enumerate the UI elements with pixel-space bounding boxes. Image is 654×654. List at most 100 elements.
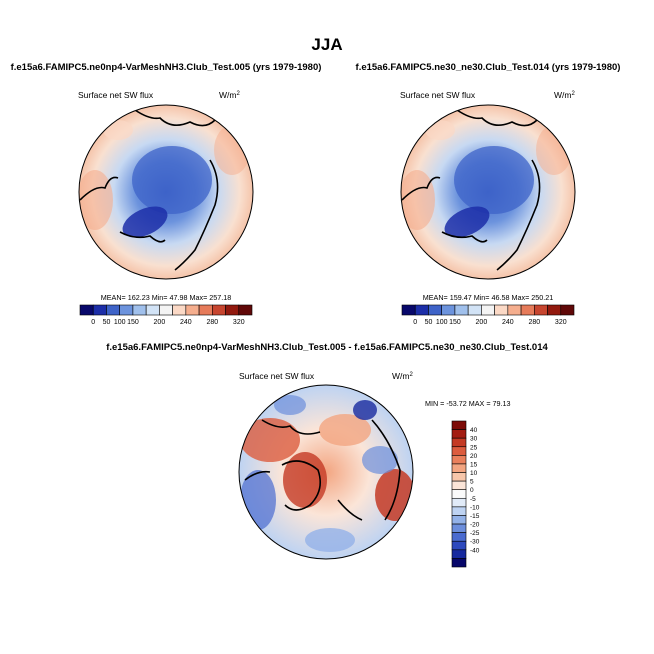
panel-diff-map — [239, 385, 413, 559]
panel-right-colorbar-box — [467, 304, 482, 316]
panel-left-colorbar-tick-label: 150 — [127, 319, 139, 326]
panel-diff-colorbar-box — [451, 480, 467, 491]
panel-right-map — [401, 105, 575, 279]
panel-diff-colorbar-tick-label: 5 — [470, 479, 474, 486]
panel-left-colorbar-box — [212, 304, 226, 316]
panel-diff-colorbar-box — [451, 463, 467, 473]
panel-left-colorbar-tick-label: 320 — [233, 319, 245, 326]
panel-left-colorbar-tick-label: 100 — [114, 319, 126, 326]
panel-right-colorbar-box — [428, 304, 442, 316]
panel-diff-colorbar-tick-label: -30 — [470, 539, 480, 546]
panel-left-colorbar-box — [172, 304, 187, 316]
panel-left-map — [79, 105, 253, 279]
panel-diff-colorbar-tick-label: 0 — [470, 487, 474, 494]
panel-left-colorbar-box — [225, 304, 240, 316]
panel-left-colorbar-box — [145, 304, 160, 316]
panel-diff-colorbar-tick-label: -5 — [470, 496, 476, 503]
panel-diff-map-border — [238, 384, 414, 560]
panel-diff-colorbar-tick-label: 25 — [470, 444, 478, 451]
panel-diff-colorbar-tick-label: -40 — [470, 547, 480, 554]
panel-diff-units: W/m2 — [392, 371, 413, 381]
panel-diff-colorbar-box — [451, 455, 467, 465]
panel-right-colorbar-tick-label: 280 — [528, 319, 540, 326]
panel-left-colorbar-box — [92, 304, 107, 316]
panel-right-colorbar-box — [414, 304, 429, 316]
panel-right-variable: Surface net SW flux — [400, 90, 476, 100]
panel-left-colorbar-tick-label: 240 — [180, 319, 192, 326]
panel-diff-colorbar-tick-label: -25 — [470, 530, 480, 537]
panel-right-title: f.e15a6.FAMIPC5.ne30_ne30.Club_Test.014 … — [356, 62, 621, 73]
panel-diff-colorbar-box — [451, 429, 467, 439]
panel-right-colorbar-tick-label: 0 — [413, 319, 417, 326]
panel-diff-colorbar-box — [451, 472, 467, 482]
panel-left-colorbar: 0 50 100 150 200 240 280 320 — [79, 304, 253, 326]
panel-right-colorbar-tick-label: 100 — [436, 319, 448, 326]
panel-right-colorbar-box — [507, 304, 522, 316]
panel-diff-colorbar-tick-label: -10 — [470, 504, 480, 511]
panel-diff-title: f.e15a6.FAMIPC5.ne0np4-VarMeshNH3.Club_T… — [106, 342, 548, 353]
panel-left-colorbar-box — [198, 304, 213, 316]
panel-right-colorbar-box — [534, 304, 548, 316]
panel-diff-colorbar-tick-label: 10 — [470, 470, 478, 477]
panel-diff-colorbar-box — [451, 506, 467, 516]
panel-left: f.e15a6.FAMIPC5.ne0np4-VarMeshNH3.Club_T… — [11, 62, 322, 326]
panel-left-colorbar-tick-label: 200 — [154, 319, 166, 326]
figure-title: JJA — [311, 35, 342, 54]
panel-diff-colorbar-box — [451, 558, 467, 568]
panel-diff-colorbar-box — [451, 540, 467, 551]
panel-right-colorbar-tick-label: 50 — [425, 319, 433, 326]
panel-right-colorbar-box — [454, 304, 469, 316]
panel-right-colorbar-box — [494, 304, 509, 316]
panel-right-colorbar-box — [441, 304, 456, 316]
panel-diff-colorbar-box — [451, 446, 467, 456]
panel-diff-colorbar-box — [451, 420, 467, 430]
panel-left-colorbar-box — [119, 304, 134, 316]
panel-right-colorbar-box — [547, 304, 562, 316]
panel-left-units: W/m2 — [219, 90, 240, 100]
panel-right-colorbar: 0 50 100 150 200 240 280 320 — [401, 304, 575, 326]
panel-diff-stats: MIN = -53.72 MAX = 79.13 — [425, 399, 511, 408]
panel-diff: f.e15a6.FAMIPC5.ne0np4-VarMeshNH3.Club_T… — [106, 342, 549, 568]
panel-diff-colorbar-tick-label: 15 — [470, 461, 478, 468]
panel-right-colorbar-tick-label: 320 — [555, 319, 567, 326]
panel-left-colorbar-box — [132, 304, 147, 316]
panel-right-colorbar-box — [560, 304, 575, 316]
panel-left-colorbar-tick-label: 0 — [91, 319, 95, 326]
panel-diff-colorbar-tick-label: 40 — [470, 427, 478, 434]
panel-right-colorbar-tick-label: 200 — [476, 319, 488, 326]
panel-diff-colorbar-tick-label: 30 — [470, 436, 478, 443]
panel-diff-colorbar-tick-label: -20 — [470, 522, 480, 529]
panel-right-units: W/m2 — [554, 90, 575, 100]
panel-diff-colorbar-box — [451, 523, 467, 533]
panel-right-stats: MEAN= 159.47 Min= 46.58 Max= 250.21 — [423, 293, 554, 302]
panel-left-colorbar-tick-label: 280 — [206, 319, 218, 326]
panel-left-colorbar-box — [238, 304, 253, 316]
panel-diff-colorbar-box — [451, 497, 467, 508]
panel-right-colorbar-box — [481, 304, 495, 316]
panel-left-colorbar-box — [185, 304, 200, 316]
panel-diff-colorbar-box — [451, 549, 467, 559]
panel-right-colorbar-tick-label: 240 — [502, 319, 514, 326]
panel-left-stats: MEAN= 162.23 Min= 47.98 Max= 257.18 — [101, 293, 232, 302]
panel-diff-colorbar-tick-label: 20 — [470, 453, 478, 460]
panel-right-map-border — [400, 104, 576, 280]
panel-diff-colorbar-box — [451, 515, 467, 525]
panel-diff-colorbar-tick-label: -15 — [470, 513, 480, 520]
panel-right: f.e15a6.FAMIPC5.ne30_ne30.Club_Test.014 … — [356, 62, 621, 326]
panel-left-colorbar-box — [79, 304, 94, 316]
panel-diff-colorbar-box — [451, 489, 467, 499]
panel-right-colorbar-tick-label: 150 — [449, 319, 461, 326]
panel-left-colorbar-tick-label: 50 — [103, 319, 111, 326]
panel-right-colorbar-box — [520, 304, 535, 316]
panel-diff-colorbar-box — [451, 532, 467, 542]
panel-diff-colorbar-box — [451, 437, 467, 448]
panel-left-colorbar-box — [159, 304, 173, 316]
panel-left-colorbar-box — [106, 304, 120, 316]
panel-right-colorbar-box — [401, 304, 416, 316]
panel-left-variable: Surface net SW flux — [78, 90, 154, 100]
panel-left-map-border — [78, 104, 254, 280]
panel-diff-variable: Surface net SW flux — [239, 371, 315, 381]
panel-left-title: f.e15a6.FAMIPC5.ne0np4-VarMeshNH3.Club_T… — [11, 62, 322, 73]
